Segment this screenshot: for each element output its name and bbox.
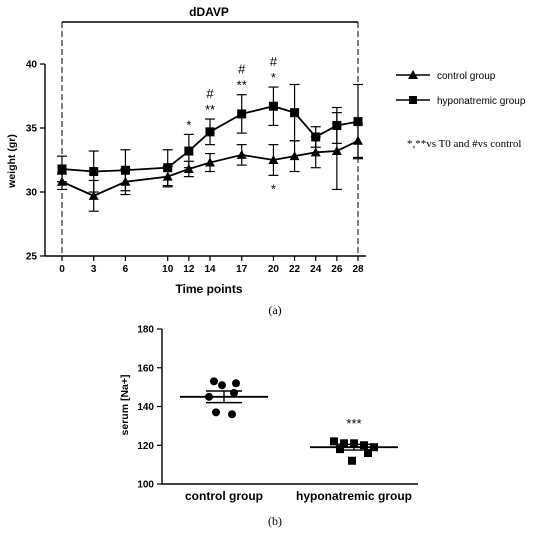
chart-b-x-label-hypo: hyponatremic group: [296, 489, 412, 503]
legend-control-label: control group: [437, 71, 496, 82]
data-point-triangle: [268, 155, 279, 164]
x-tick-label: 10: [162, 264, 174, 275]
y-tick-label: 160: [137, 363, 154, 374]
data-point-square: [163, 163, 173, 173]
legend-hypo-label: hyponatremic group: [437, 96, 526, 107]
data-point-triangle: [205, 157, 215, 167]
legend-control-marker: [408, 70, 418, 79]
chart-a-series: [57, 83, 363, 212]
data-point-square: [360, 441, 368, 450]
x-tick-label: 17: [236, 264, 248, 275]
significance-marker: *: [186, 117, 191, 132]
panel-label-a: (a): [268, 303, 281, 317]
data-point-square: [237, 109, 247, 119]
chart-b-y-label: serum [Na+]: [119, 375, 131, 436]
data-point-square: [348, 456, 356, 465]
data-point-circle: [218, 381, 226, 390]
x-tick-label: 0: [59, 264, 65, 275]
x-tick-label: 28: [352, 264, 364, 275]
data-point-triangle: [183, 163, 194, 173]
legend-hypo-marker: [409, 96, 417, 104]
data-point-square: [336, 445, 344, 454]
data-point-square: [184, 146, 194, 156]
y-tick-label: 25: [26, 252, 38, 263]
chart-b-x-label-control: control group: [185, 489, 263, 503]
group-control: [180, 377, 268, 419]
chart-b-significance: ***: [346, 416, 361, 431]
chart-b: 100 120 140 160 180 serum [Na+] control grou…: [119, 325, 418, 528]
data-point-square: [340, 439, 348, 448]
x-tick-label: 22: [289, 264, 301, 275]
series-line: [61, 139, 359, 197]
significance-marker: #: [270, 54, 278, 69]
significance-marker: **: [205, 102, 215, 117]
data-point-square: [330, 437, 338, 446]
series-hyponatremic: [57, 83, 363, 193]
chart-a-note: *,**vs T0 and #vs control: [407, 138, 521, 150]
chart-a-legend: control group hyponatremic group: [396, 70, 526, 107]
significance-marker: #: [206, 86, 214, 101]
data-point-square: [268, 101, 278, 111]
data-point-square: [364, 449, 372, 457]
significance-marker: #: [238, 62, 246, 77]
x-tick-label: 3: [91, 264, 97, 275]
y-tick-label: 180: [137, 325, 154, 336]
chart-a-y-label: weight (gr): [6, 134, 18, 189]
x-tick-label: 20: [268, 264, 280, 275]
data-point-circle: [230, 388, 238, 397]
significance-marker: *: [271, 70, 276, 85]
data-point-circle: [212, 408, 220, 417]
chart-b-y-ticks: 100 120 140 160 180: [137, 325, 162, 491]
y-tick-label: 30: [26, 188, 38, 199]
y-tick-label: 35: [26, 124, 38, 135]
significance-marker: **: [237, 78, 247, 93]
data-point-square: [89, 167, 99, 177]
chart-a-x-ticks: 0 3 6 10 12 14 17 20 22 24 26 28: [59, 256, 364, 275]
chart-a-y-ticks: 25 30 35 40: [26, 60, 45, 263]
data-point-square: [290, 108, 300, 118]
significance-marker: *: [271, 181, 276, 196]
data-point-triangle: [331, 146, 342, 156]
data-point-square: [120, 165, 130, 175]
y-tick-label: 140: [137, 402, 154, 413]
data-point-square: [350, 439, 358, 448]
group-hyponatremic: [310, 437, 398, 465]
data-point-triangle: [236, 149, 247, 159]
data-point-circle: [232, 379, 240, 388]
chart-a-annotations: ***#**#*#*: [186, 54, 277, 196]
panel-label-b: (b): [268, 514, 282, 528]
x-tick-label: 24: [310, 264, 322, 275]
chart-a: dDAVP 25 30 35 40 0 3 6 10 12 14 17 20 22 24 26 28 wei…: [6, 5, 526, 317]
data-point-triangle: [289, 151, 300, 161]
data-point-triangle: [88, 190, 99, 200]
x-tick-label: 26: [331, 264, 343, 275]
y-tick-label: 100: [137, 480, 154, 491]
data-point-circle: [205, 392, 213, 401]
data-point-square: [353, 117, 363, 127]
x-tick-label: 14: [204, 264, 216, 275]
y-tick-label: 120: [137, 441, 154, 452]
data-point-square: [205, 127, 215, 137]
data-point-circle: [210, 377, 218, 386]
chart-a-x-label: Time points: [175, 282, 242, 296]
data-point-square: [57, 164, 67, 174]
data-point-square: [370, 443, 378, 452]
x-tick-label: 12: [183, 264, 195, 275]
y-tick-label: 40: [26, 60, 38, 71]
chart-b-series: [180, 377, 398, 465]
x-tick-label: 6: [123, 264, 129, 275]
data-point-square: [311, 132, 321, 142]
data-point-triangle: [310, 147, 321, 157]
data-point-circle: [228, 410, 236, 419]
chart-a-title: dDAVP: [189, 5, 229, 19]
data-point-square: [332, 120, 342, 130]
